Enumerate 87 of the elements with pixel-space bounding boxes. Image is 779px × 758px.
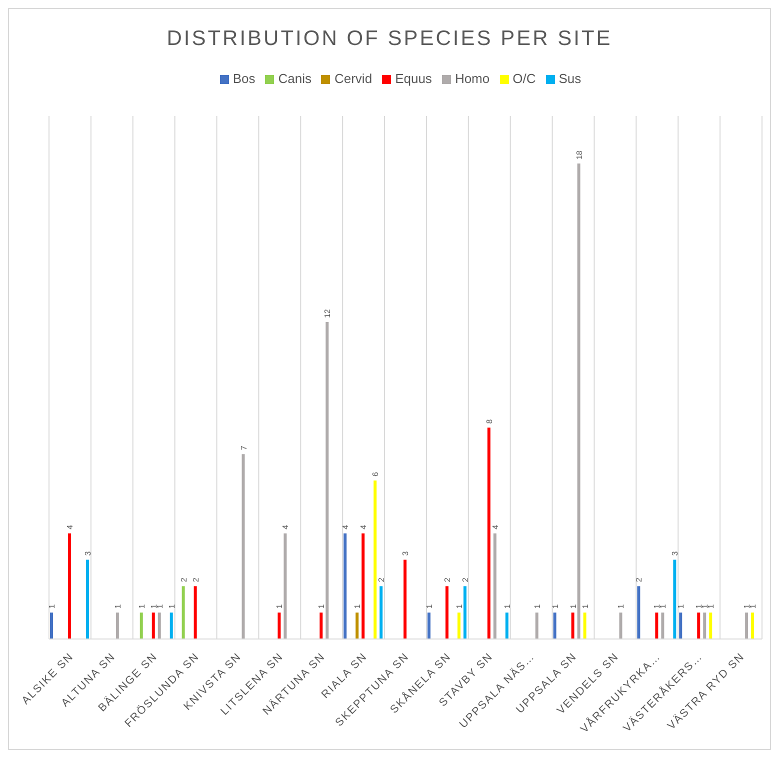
bar [158, 612, 161, 639]
bar [380, 586, 383, 639]
data-label: 1 [353, 604, 362, 609]
bar [86, 560, 89, 639]
data-label: 4 [490, 524, 500, 530]
data-label: 1 [676, 604, 686, 609]
bar [116, 612, 119, 639]
bar [679, 612, 682, 639]
bar [661, 612, 664, 639]
data-label: 4 [66, 524, 74, 530]
bar [194, 586, 197, 639]
data-label: 1 [532, 604, 542, 609]
legend-label: Equus [395, 71, 432, 86]
bar [445, 586, 448, 639]
bar [374, 480, 377, 639]
bar [571, 612, 574, 639]
data-label: 1 [616, 604, 626, 609]
bar [709, 612, 712, 639]
bar [751, 612, 754, 639]
bar [637, 586, 640, 639]
data-label: 1 [275, 604, 284, 609]
data-label: 2 [442, 577, 452, 582]
data-label: 2 [377, 577, 386, 582]
data-label: 1 [137, 604, 146, 609]
bar [68, 533, 71, 639]
bar [362, 533, 365, 639]
data-label: 1 [550, 604, 560, 609]
data-label: 4 [341, 524, 350, 530]
bar [284, 533, 287, 639]
bar [140, 612, 143, 639]
bar [553, 612, 556, 639]
bar [182, 586, 185, 639]
bar [326, 322, 329, 639]
bar [583, 612, 586, 639]
bar [745, 612, 748, 639]
bar [170, 612, 173, 639]
bar [278, 612, 281, 639]
legend-label: Homo [454, 71, 490, 86]
bar [673, 560, 676, 639]
legend-label: O/C [512, 71, 536, 86]
bar [404, 560, 407, 639]
data-label: 8 [484, 418, 494, 424]
bar [50, 612, 53, 639]
bar [577, 164, 580, 639]
legend-label: Cervid [334, 71, 372, 86]
bar [320, 612, 323, 639]
data-label: 3 [84, 550, 92, 556]
data-label: 1 [167, 604, 176, 609]
bar [457, 612, 460, 639]
bar [505, 612, 508, 639]
data-label: 7 [239, 445, 248, 450]
data-label: 1 [580, 604, 590, 609]
bar [463, 586, 466, 639]
legend-label: Canis [278, 71, 312, 86]
data-label: 1 [113, 604, 122, 609]
bar [242, 454, 245, 639]
data-label: 1 [424, 604, 434, 609]
data-label: 12 [323, 308, 332, 318]
legend-label: Sus [558, 71, 582, 86]
bar [344, 533, 347, 639]
data-label: 3 [670, 550, 680, 556]
bar [703, 612, 706, 639]
bar [493, 533, 496, 639]
data-label: 4 [281, 524, 290, 530]
bar [655, 612, 658, 639]
bar [427, 612, 430, 639]
data-label: 1 [454, 604, 464, 609]
data-label: 1 [48, 604, 56, 609]
data-label: 2 [460, 577, 470, 582]
chart-title: DISTRIBUTION OF SPECIES PER SITE [166, 26, 614, 52]
legend-label: Bos [232, 71, 256, 86]
bar [356, 612, 359, 639]
data-label: 2 [179, 577, 188, 582]
data-label: 2 [191, 577, 200, 582]
bar [535, 612, 538, 639]
bar [697, 612, 700, 639]
data-label: 2 [634, 577, 644, 582]
data-label: 18 [574, 150, 584, 160]
bar [152, 612, 155, 639]
data-label: 1 [568, 604, 578, 609]
bar [487, 428, 490, 639]
data-label: 4 [359, 524, 368, 530]
data-label: 3 [401, 550, 410, 556]
data-label: 1 [502, 604, 512, 609]
bar [619, 612, 622, 639]
data-label: 6 [371, 472, 380, 477]
data-label: 1 [317, 604, 326, 609]
